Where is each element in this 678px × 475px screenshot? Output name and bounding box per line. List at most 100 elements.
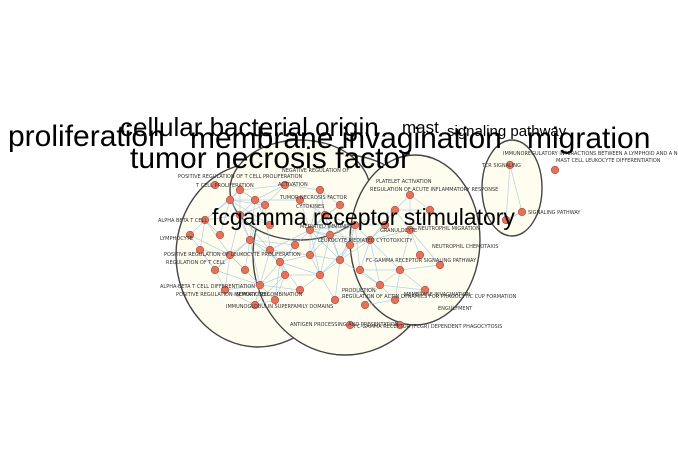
gene-set-node xyxy=(390,295,400,305)
node-label: GRANULOCYTE xyxy=(380,228,417,234)
edge xyxy=(279,261,301,291)
edge xyxy=(399,229,411,271)
node-label: CYTOKINES xyxy=(296,204,324,210)
gene-set-node xyxy=(345,320,355,330)
gene-set-node xyxy=(225,195,235,205)
edge xyxy=(229,214,241,256)
gene-set-node xyxy=(185,230,195,240)
edge xyxy=(324,214,351,246)
node-label: SIGNALING PATHWAY xyxy=(528,210,581,216)
gene-set-node xyxy=(405,190,415,200)
edge xyxy=(229,199,266,206)
node-label: PRODUCTION xyxy=(342,288,376,294)
gene-set-node xyxy=(245,235,255,245)
edge xyxy=(199,219,206,251)
gene-set-node xyxy=(390,205,400,215)
node-label: SOMATIC RECOMBINATION xyxy=(236,292,303,298)
node-label: T CELL PROLIFERATION xyxy=(195,183,254,189)
edge xyxy=(239,184,286,191)
gene-set-node xyxy=(250,195,260,205)
edge xyxy=(369,239,401,271)
edge xyxy=(274,261,281,301)
edge xyxy=(334,259,341,301)
edge xyxy=(354,209,396,226)
edge xyxy=(299,199,326,216)
edge xyxy=(309,224,356,231)
edge xyxy=(229,199,271,226)
gene-set-node xyxy=(295,195,305,205)
node-label: FC-GAMMA RECEPTOR SIGNALING PATHWAY xyxy=(366,258,477,264)
gene-set-node xyxy=(195,245,205,255)
edge xyxy=(279,254,311,263)
edge xyxy=(309,214,326,256)
gene-set-node xyxy=(415,250,425,260)
node-label: ALPHA BETA T CELL xyxy=(158,218,207,224)
gene-set-node xyxy=(305,250,315,260)
edge xyxy=(379,269,401,286)
gene-set-node xyxy=(295,285,305,295)
node-label: POSITIVE REGULATION OF T CELL PROLIFERAT… xyxy=(178,174,303,180)
edge xyxy=(269,229,311,251)
cluster-label-proliferation: proliferation xyxy=(8,120,165,153)
edge xyxy=(259,261,281,286)
gene-set-node xyxy=(270,295,280,305)
edge xyxy=(249,239,261,286)
gene-set-node xyxy=(215,230,225,240)
cluster-label-membrane-invagination: membrane invagination xyxy=(190,122,502,155)
gene-set-node xyxy=(250,300,260,310)
edge xyxy=(399,264,441,271)
edge xyxy=(309,254,341,261)
edge xyxy=(224,254,231,291)
edge xyxy=(274,274,286,301)
edge xyxy=(369,239,381,286)
gene-set-node xyxy=(355,265,365,275)
edge xyxy=(259,249,271,286)
node-label: LEUKOCYTE MEDIATED CYTOTOXICITY xyxy=(318,238,413,244)
node-label: POSITIVE REGULATION OF LEUKOCYTE PROLIFE… xyxy=(164,252,301,258)
edge xyxy=(334,284,381,301)
cluster-label-cellular-bacterial-origin: cellular bacterial origin xyxy=(120,112,379,142)
edge xyxy=(224,284,261,291)
gene-set-node xyxy=(325,230,335,240)
cluster-label-migration: migration xyxy=(527,122,650,155)
edge xyxy=(409,229,441,266)
edge xyxy=(399,269,426,291)
edge xyxy=(224,289,256,306)
edge xyxy=(394,289,426,301)
edge xyxy=(249,204,266,241)
node-label: TCR SIGNALING xyxy=(481,163,521,169)
cluster-label-fcgamma-receptor-stimulatory: fcgamma receptor stimulatory xyxy=(212,204,515,230)
edge xyxy=(359,269,381,286)
edge xyxy=(189,234,231,256)
gene-set-node xyxy=(335,200,345,210)
gene-set-node xyxy=(425,205,435,215)
edge xyxy=(354,224,361,271)
gene-set-node xyxy=(435,260,445,270)
edge xyxy=(319,234,331,276)
edge xyxy=(309,189,321,231)
gene-set-node xyxy=(265,245,275,255)
gene-set-node xyxy=(420,285,430,295)
edge xyxy=(254,274,286,306)
gene-set-node xyxy=(330,295,340,305)
gene-set-node xyxy=(225,250,235,260)
edge xyxy=(254,199,271,226)
edge xyxy=(329,234,371,241)
cluster-far-right xyxy=(481,139,543,237)
edge xyxy=(339,239,371,261)
edge xyxy=(359,239,371,271)
cluster-labels: proliferation cellular bacterial origin … xyxy=(8,112,650,230)
gene-set-node xyxy=(320,210,330,220)
gene-set-node xyxy=(255,280,265,290)
gene-set-node xyxy=(210,180,220,190)
node-label: IMMUNOGLOBULIN SUPERFAMILY DOMAINS xyxy=(226,304,333,310)
node-labels: POSITIVE REGULATION OF T CELL PROLIFERAT… xyxy=(158,151,678,330)
edge xyxy=(229,199,251,241)
edge xyxy=(329,224,356,236)
edge xyxy=(364,299,396,306)
edge xyxy=(249,239,296,246)
node-label: REGULATION OF ACUTE INFLAMMATORY RESPONS… xyxy=(370,187,498,193)
edge xyxy=(329,234,341,261)
edge xyxy=(249,199,256,241)
edge xyxy=(319,259,341,276)
